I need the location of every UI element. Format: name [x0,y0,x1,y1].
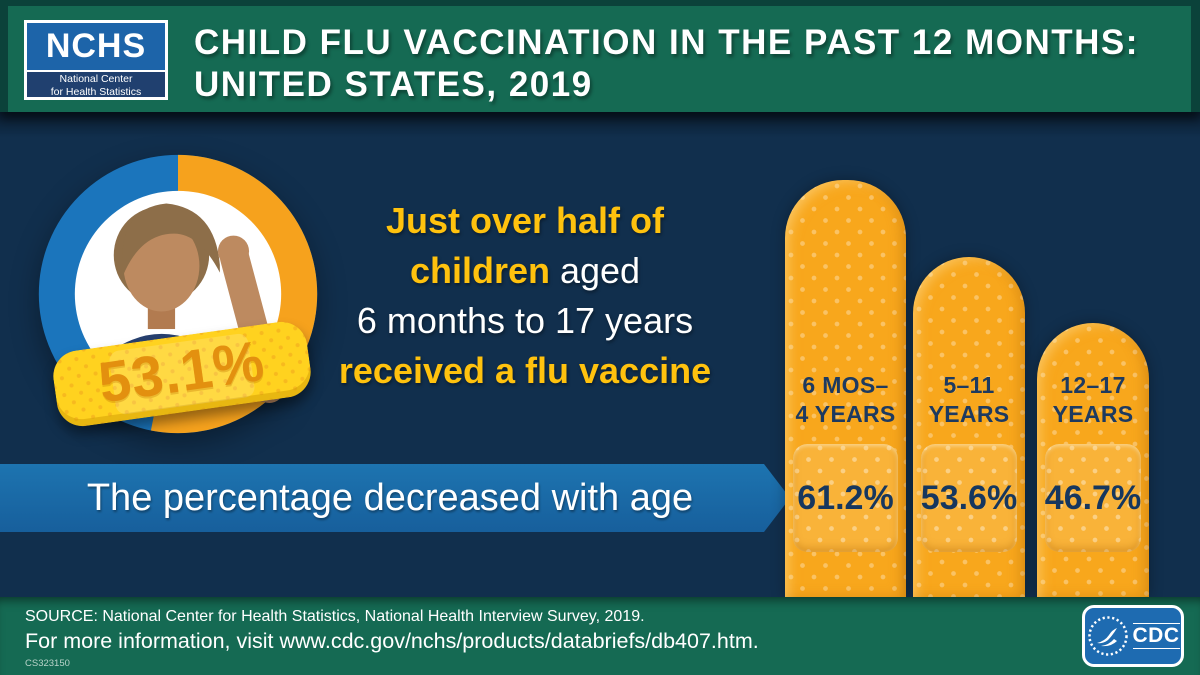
lead-line2-rest: aged [549,250,641,291]
cdc-hhs-logo: CDC [1082,605,1184,667]
more-info-text: For more information, visit www.cdc.gov/… [25,629,759,653]
lead-line4: received a flu vaccine [338,350,712,391]
page-title-line2: UNITED STATES, 2019 [194,65,593,104]
bar-5-11years: 5–11 YEARS 53.6% [913,257,1025,597]
main-area: 53.1% Just over half of children aged 6 … [0,112,1200,597]
nchs-logo-name: National Center for Health Statistics [27,70,165,98]
bar-12-17years: 12–17 YEARS 46.7% [1037,323,1149,597]
cdc-logo-text: CDC [1132,623,1180,649]
header-band: NCHS National Center for Health Statisti… [0,0,1200,112]
bar-pad: 46.7% [1045,444,1141,552]
lead-line3: 6 months to 17 years [356,300,694,341]
hhs-seal-icon [1087,616,1128,656]
page-title-line1: CHILD FLU VACCINATION IN THE PAST 12 MON… [194,23,1139,62]
lead-line1: Just over half of [385,200,665,241]
bar-pad: 61.2% [793,444,898,552]
page-title: CHILD FLU VACCINATION IN THE PAST 12 MON… [194,22,1139,106]
bar-value: 61.2% [797,478,894,517]
bar-pad: 53.6% [921,444,1017,552]
bar-value: 53.6% [920,478,1018,517]
lead-line2-bold: children [409,250,550,291]
bar-label: 6 MOS– 4 YEARS [795,372,896,427]
nchs-logo-acronym: NCHS [45,27,147,65]
doc-number: CS323150 [25,658,70,669]
source-text: SOURCE: National Center for Health Stati… [25,608,645,625]
lead-message: Just over half of children aged 6 months… [322,196,728,396]
bar-label: 12–17 YEARS [1052,372,1134,427]
age-trend-banner-text: The percentage decreased with age [86,476,694,519]
age-trend-banner: The percentage decreased with age [0,464,790,532]
nchs-logo-name-line2: for Health Statistics [50,85,142,98]
overall-illustration: 53.1% [32,148,324,440]
footer-band: SOURCE: National Center for Health Stati… [0,597,1200,675]
nchs-logo: NCHS National Center for Health Statisti… [24,20,168,100]
bar-6mos-4years: 6 MOS– 4 YEARS 61.2% [785,180,906,597]
nchs-logo-name-line1: National Center [59,73,133,85]
bar-value: 46.7% [1044,478,1142,517]
bar-label: 5–11 YEARS [928,372,1010,427]
